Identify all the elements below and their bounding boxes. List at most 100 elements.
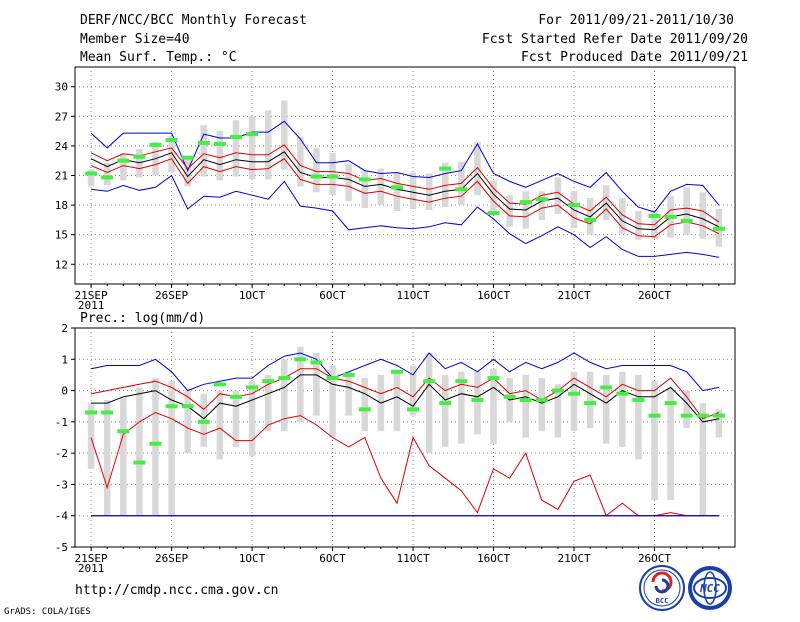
temp-observation-mark — [712, 226, 725, 231]
temp-series-upper — [90, 144, 720, 226]
temp-quartile-box — [297, 137, 304, 187]
produced-date: Fcst Produced Date 2011/09/21 — [521, 50, 748, 65]
temp-observation-mark — [439, 166, 452, 171]
temp-quartile-box — [441, 162, 449, 208]
prec-year-label: 2011 — [78, 562, 105, 575]
temp-observation-mark — [519, 200, 532, 205]
temp-observation-mark — [181, 155, 194, 160]
temp-x-tick-label: 1OCT — [239, 289, 266, 302]
temp-quartile-box — [538, 191, 546, 220]
prec-observation-mark — [423, 379, 436, 384]
prec-observation-mark — [181, 404, 194, 409]
temp-year-label: 2011 — [78, 299, 105, 312]
temp-y-tick-label: 12 — [55, 258, 68, 271]
prec-x-tick-label: 11OCT — [396, 552, 429, 565]
prec-observation-mark — [101, 410, 114, 415]
temp-quartile-box — [120, 153, 127, 181]
temp-quartile-box — [409, 172, 417, 210]
grads-credit: GrADS: COLA/IGES — [4, 607, 91, 617]
prec-observation-mark — [342, 372, 355, 377]
temp-observation-mark — [229, 135, 242, 140]
ncc-logo: NCC — [688, 566, 732, 610]
temp-observation-mark — [149, 142, 162, 147]
bcc-logo-text: BCC — [656, 597, 669, 605]
prec-observation-mark — [519, 397, 532, 402]
variable-label: Mean Surf. Temp.: °C — [80, 50, 237, 65]
temp-observation-mark — [213, 141, 226, 146]
prec-quartile-box — [554, 384, 562, 438]
temp-quartile-box — [377, 168, 385, 206]
prec-quartile-box — [248, 381, 256, 457]
prec-x-tick-label: 16OCT — [477, 552, 510, 565]
prec-observation-mark — [213, 382, 226, 387]
temp-observation-mark — [165, 137, 178, 142]
temp-x-tick-label: 21SEP — [75, 289, 108, 302]
temp-quartile-box — [425, 173, 433, 211]
prec-observation-mark — [632, 397, 645, 402]
prec-observation-mark — [294, 357, 307, 362]
prec-x-tick-label: 21OCT — [557, 552, 590, 565]
prec-quartile-box — [361, 378, 369, 432]
prec-observation-mark — [471, 397, 484, 402]
temp-series-mean — [90, 151, 720, 231]
temp-quartile-box — [635, 211, 642, 240]
prec-observation-mark — [600, 385, 613, 390]
prec-quartile-box — [635, 374, 642, 460]
temp-observation-mark — [85, 171, 98, 176]
temp-series-min — [91, 174, 719, 258]
temp-observation-mark — [133, 154, 146, 159]
prec-x-tick-label: 26SEP — [155, 552, 188, 565]
prec-quartile-box — [522, 374, 529, 438]
prec-series-upper — [91, 368, 720, 420]
prec-observation-mark — [696, 413, 709, 418]
prec-observation-mark — [117, 429, 130, 434]
prec-quartile-box — [699, 403, 707, 516]
temp-observation-mark — [326, 174, 339, 179]
prec-quartile-box — [313, 353, 320, 416]
prec-observation-mark — [390, 369, 403, 374]
prec-series-mean — [91, 374, 719, 423]
temp-observation-mark — [246, 132, 259, 137]
temp-observation-mark — [197, 140, 210, 145]
prec-observation-mark — [680, 413, 693, 418]
prec-observation-mark — [487, 376, 500, 381]
temp-quartile-box — [619, 198, 626, 234]
prec-quartile-box — [393, 371, 401, 432]
prec-y-tick-label: -4 — [55, 510, 69, 523]
prec-quartile-box — [602, 374, 610, 444]
prec-y-tick-label: -2 — [55, 447, 68, 460]
prec-observation-mark — [262, 379, 275, 384]
temp-x-tick-label: 26OCT — [638, 289, 671, 302]
prec-quartile-box — [345, 371, 352, 416]
temp-observation-mark — [390, 185, 403, 190]
temp-quartile-box — [345, 163, 352, 202]
temp-observation-mark — [664, 214, 677, 219]
prec-quartile-box — [715, 409, 723, 438]
prec-observation-mark — [455, 379, 468, 384]
prec-observation-mark — [664, 401, 677, 406]
temp-quartile-box — [313, 147, 320, 193]
footer-url: http://cmdp.ncc.cma.gov.cn — [75, 583, 279, 598]
temp-x-tick-label: 6OCT — [319, 289, 346, 302]
prec-quartile-box — [103, 399, 111, 516]
temp-observation-mark — [535, 197, 548, 202]
prec-observation-mark — [503, 394, 516, 399]
temp-observation-mark — [584, 217, 597, 222]
prec-observation-mark — [584, 401, 597, 406]
prec-observation-mark — [712, 413, 725, 418]
prec-y-tick-label: -3 — [55, 478, 68, 491]
prec-x-tick-label: 1OCT — [239, 552, 266, 565]
prec-quartile-box — [683, 390, 690, 429]
prec-observation-mark — [326, 376, 339, 381]
temp-quartile-box — [168, 136, 175, 173]
prec-observation-mark — [568, 391, 581, 396]
prec-quartile-box — [281, 359, 288, 432]
started-date: Fcst Started Refer Date 2011/09/20 — [482, 32, 748, 47]
chart-title: DERF/NCC/BCC Monthly Forecast — [80, 13, 307, 28]
prec-quartile-box — [667, 387, 674, 501]
temp-observation-mark — [680, 218, 693, 223]
temp-x-tick-label: 26SEP — [155, 289, 188, 302]
temp-quartile-box — [184, 159, 191, 187]
prec-series-max — [91, 352, 719, 392]
